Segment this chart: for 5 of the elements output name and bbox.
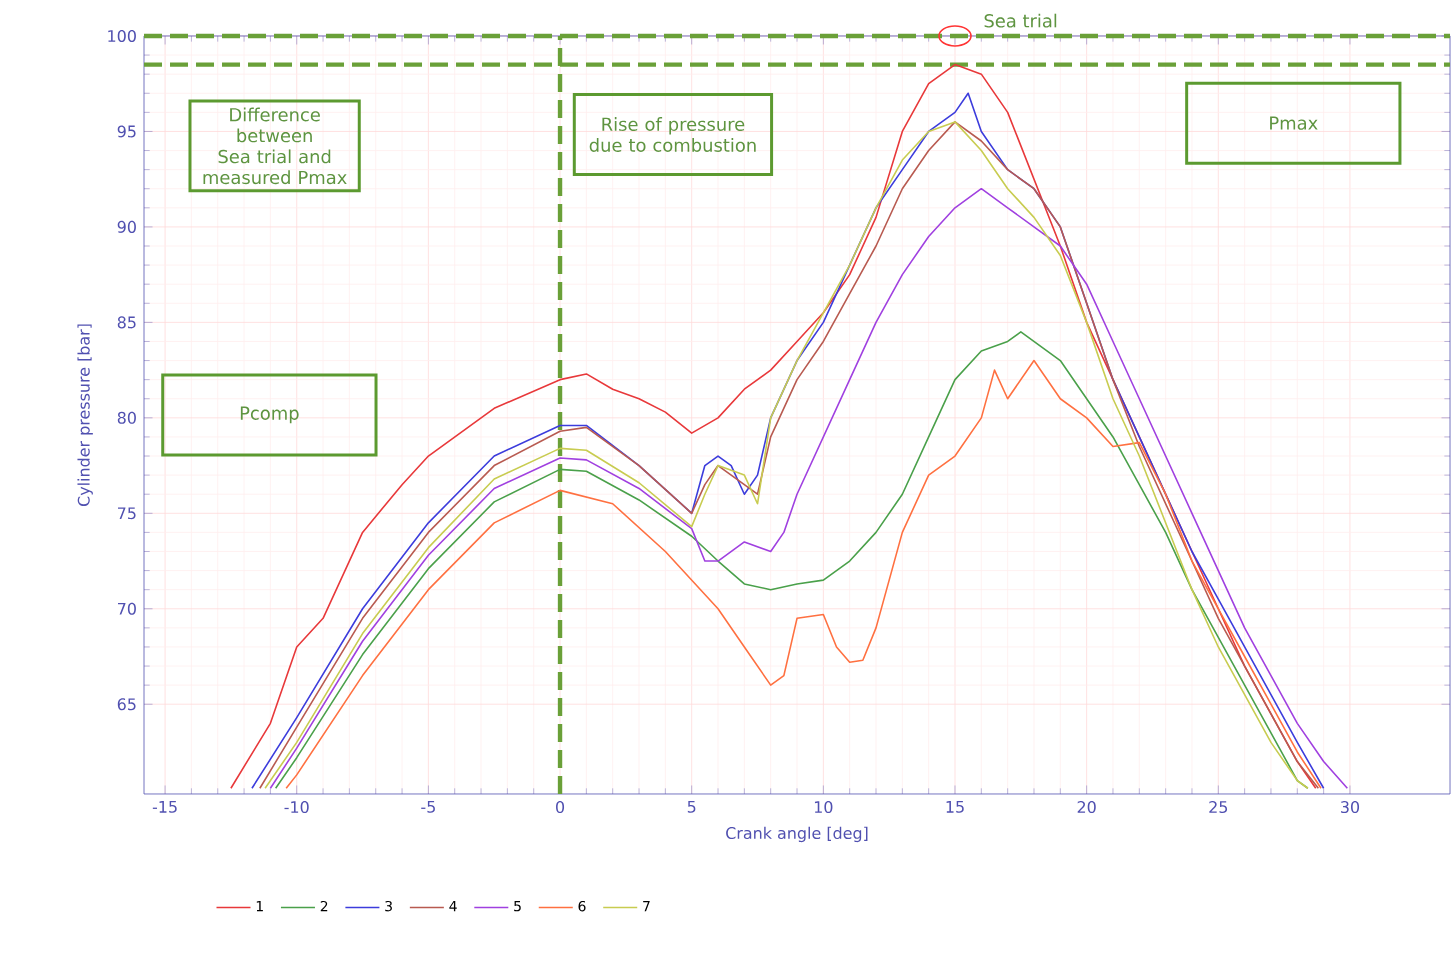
annotation: Rise of pressure due to combustion <box>589 117 756 152</box>
annotation: Sea trial <box>984 13 1057 28</box>
annotation: Pcomp <box>240 406 299 424</box>
annotation: Pmax <box>1270 116 1318 130</box>
annotation: Difference between Sea trial and measured Pmax <box>203 107 347 185</box>
